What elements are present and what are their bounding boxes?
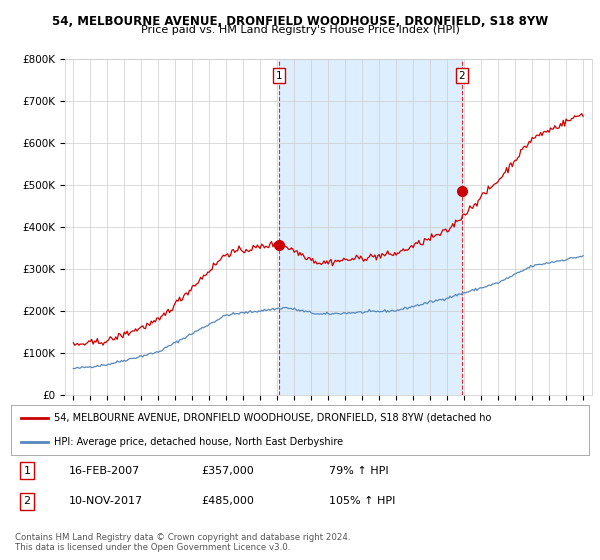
Text: £357,000: £357,000 (202, 465, 254, 475)
Text: 79% ↑ HPI: 79% ↑ HPI (329, 465, 389, 475)
Text: This data is licensed under the Open Government Licence v3.0.: This data is licensed under the Open Gov… (15, 543, 290, 552)
Text: 10-NOV-2017: 10-NOV-2017 (68, 497, 143, 506)
Text: 54, MELBOURNE AVENUE, DRONFIELD WOODHOUSE, DRONFIELD, S18 8YW: 54, MELBOURNE AVENUE, DRONFIELD WOODHOUS… (52, 15, 548, 27)
Text: Contains HM Land Registry data © Crown copyright and database right 2024.: Contains HM Land Registry data © Crown c… (15, 533, 350, 542)
Bar (279, 59, 462, 395)
Text: £485,000: £485,000 (202, 497, 254, 506)
Text: 1: 1 (276, 71, 283, 81)
Text: 2: 2 (458, 71, 465, 81)
Text: Price paid vs. HM Land Registry's House Price Index (HPI): Price paid vs. HM Land Registry's House … (140, 25, 460, 35)
Text: 1: 1 (23, 465, 31, 475)
Text: 105% ↑ HPI: 105% ↑ HPI (329, 497, 395, 506)
Text: HPI: Average price, detached house, North East Derbyshire: HPI: Average price, detached house, Nort… (54, 437, 343, 447)
Text: 2: 2 (23, 497, 31, 506)
Text: 16-FEB-2007: 16-FEB-2007 (68, 465, 140, 475)
Text: 54, MELBOURNE AVENUE, DRONFIELD WOODHOUSE, DRONFIELD, S18 8YW (detached ho: 54, MELBOURNE AVENUE, DRONFIELD WOODHOUS… (54, 413, 491, 423)
